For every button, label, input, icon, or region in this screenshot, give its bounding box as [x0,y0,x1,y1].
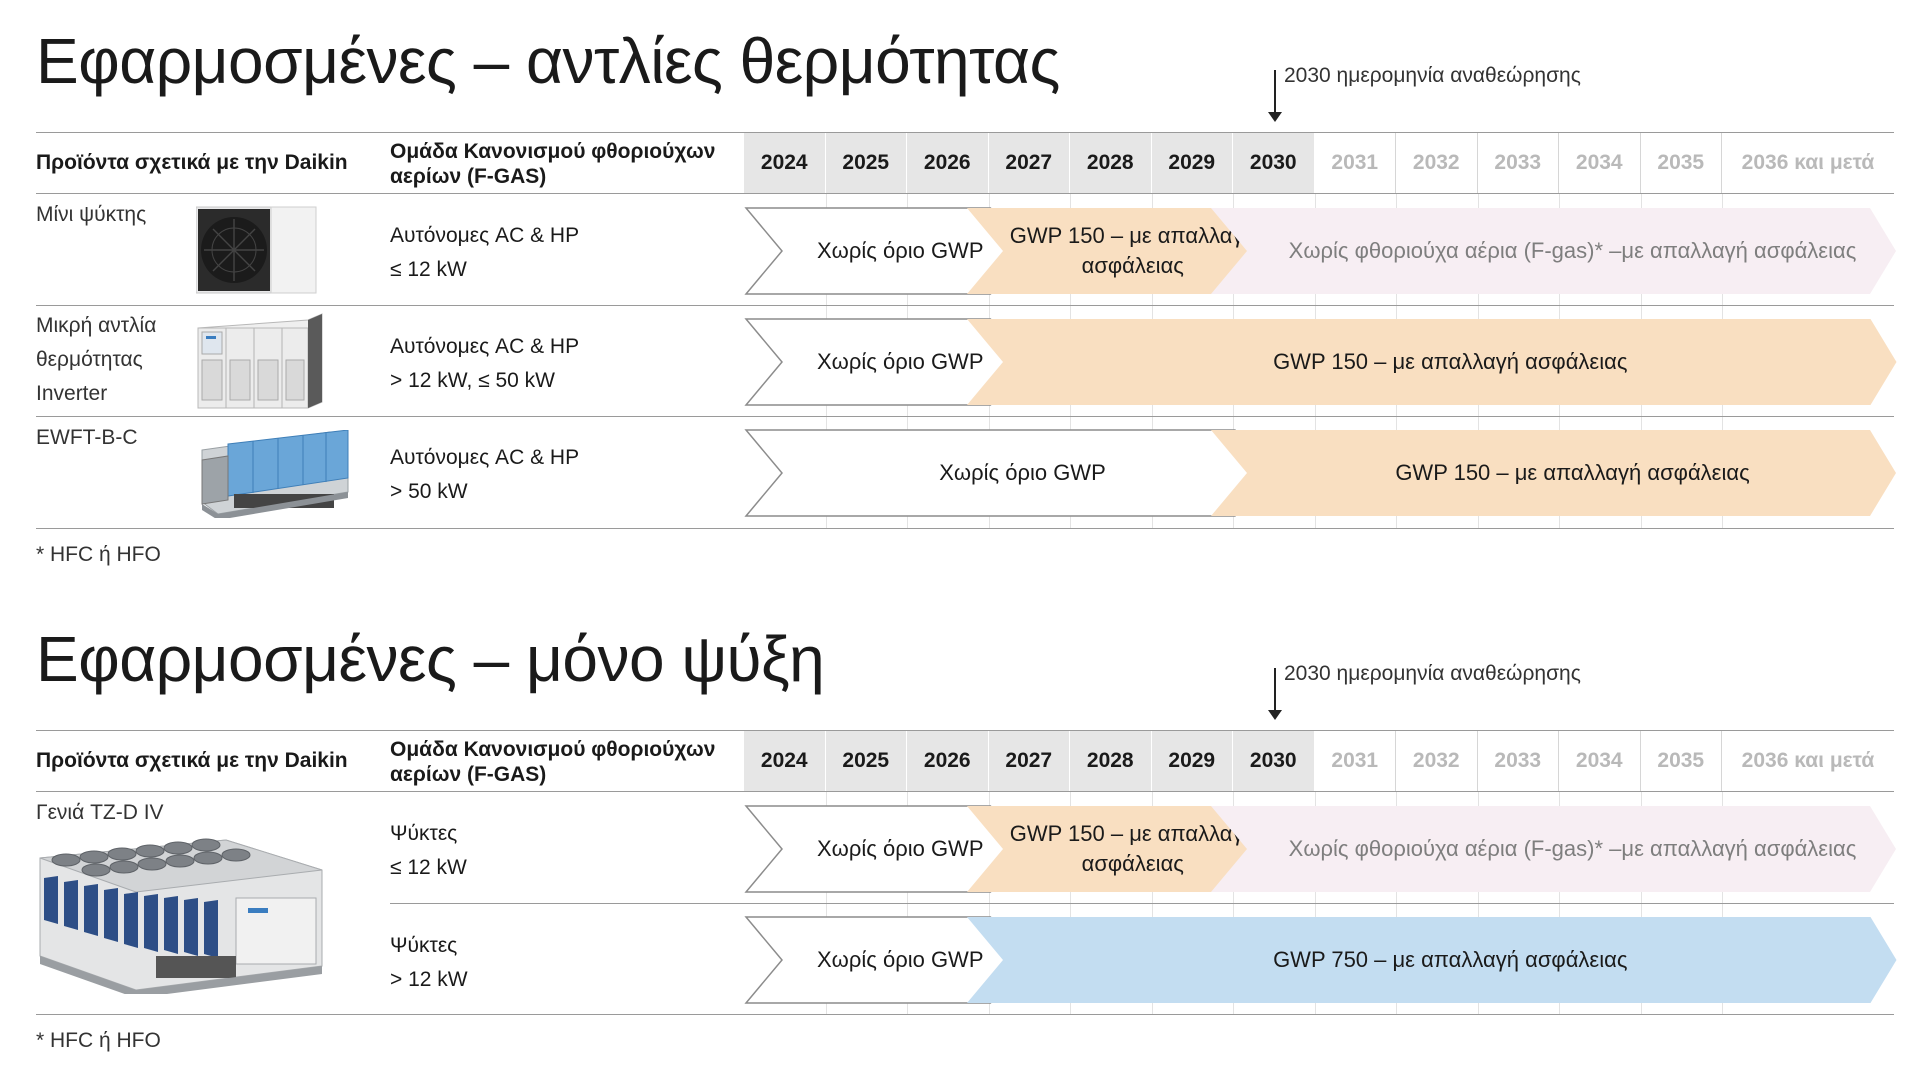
product-small-inverter-heat-pump: Μικρή αντλία θερμότητας Inverter [36,314,157,405]
timeline-bar-label: Χωρίς όριο GWP [939,460,1106,485]
table1-row-rule [36,305,1894,306]
year-header: 2026 [907,731,989,791]
timeline-bar-label: Χωρίς φθοριούχα αέρια (F-gas)* – με απαλλ… [1288,836,1857,861]
year-header: 2027 [988,731,1070,791]
year-header: 2028 [1070,133,1152,193]
year-header: 2036 και μετά [1722,731,1894,791]
year-header: 2035 [1640,731,1722,791]
review-date-label: 2030 ημερομηνία αναθεώρησης [1284,64,1581,87]
timeline-bar-label: Χωρίς όριο GWP [816,238,984,263]
year-header: 2024 [744,133,826,193]
timeline-bar-gwp150 [966,319,1896,405]
timeline-bar-label: Χωρίς φθοριούχα αέρια (F-gas)* – με απαλλ… [1288,238,1857,263]
table2-year-header: 2024 2025 2026 2027 2028 2029 2030 2031 2032 2033… [744,731,1894,791]
tzd-chiller-unit-icon [36,838,326,998]
timeline-bar-nofgas [1211,208,1896,294]
timeline-bar-label: GWP 750 – με απαλλαγή ασφάλειας [1273,947,1628,972]
review-arrow-icon [1268,668,1282,720]
mini-chiller-unit-icon [195,205,321,295]
timeline-bar-label: GWP 150 – με απαλλαγή ασφάλειας [1009,223,1256,278]
year-header: 2034 [1559,731,1641,791]
timeline-bar-label: GWP 150 – με απαλλαγή ασφάλειας [1009,821,1256,876]
timeline-bar-shape [966,806,1261,892]
year-header: 2030 [1233,731,1315,791]
product-ewft-b-c: EWFT-B-C [36,426,138,449]
timeline-bar-shape [966,917,1896,1003]
year-header: 2029 [1151,133,1233,193]
timeline-bar-gwp150 [966,208,1261,294]
timeline-bar-gwp150 [1211,430,1896,516]
year-header: 2031 [1314,133,1396,193]
section1-title: Εφαρμοσμένες – αντλίες θερμότητας [36,25,1060,97]
year-header: 2028 [1070,731,1152,791]
table1-top-rule [36,132,1894,133]
table1-header-group: Ομάδα Κανονισμού φθοριούχων αερίων (F-GA… [390,140,716,188]
timeline-bar-label: Χωρίς όριο GWP [816,947,984,972]
timeline-bar-shape [966,319,1896,405]
table1-year-header: 2024 2025 2026 2027 2028 2029 2030 2031 2032 2033… [744,133,1894,193]
timeline-bar-gwp150 [966,806,1261,892]
year-header: 2025 [825,731,907,791]
inverter-heat-pump-unit-icon [196,310,324,410]
timeline-bar-shape [966,208,1261,294]
group-label-line2: > 50 kW [390,480,468,503]
year-header: 2030 [1233,133,1315,193]
timeline-bar-gwp750 [966,917,1896,1003]
group-label-line1: Ψύκτες [390,934,458,957]
table1-header-rule [36,193,1894,194]
table2-header-rule [36,791,1894,792]
year-header: 2027 [988,133,1070,193]
table2-row-rule [390,903,1894,904]
timeline-bar-label: Χωρίς όριο GWP [816,349,984,374]
group-label-line1: Αυτόνομες AC & HP [390,224,580,247]
product-tzd-iv: Γενιά TZ-D IV [36,801,164,824]
group-label-line1: Ψύκτες [390,822,458,845]
timeline-bar-label: GWP 150 – με απαλλαγή ασφάλειας [1273,349,1628,374]
year-header: 2034 [1559,133,1641,193]
table1-header-product: Προϊόντα σχετικά με την Daikin [36,151,348,174]
section2-title: Εφαρμοσμένες – μόνο ψύξη [36,623,825,695]
section2-footnote: * HFC ή HFO [36,1029,161,1052]
table2-header-product: Προϊόντα σχετικά με την Daikin [36,749,348,772]
table1-row-rule [36,416,1894,417]
year-header: 2026 [907,133,989,193]
timeline-bar-label: GWP 150 – με απαλλαγή ασφάλειας [1395,460,1750,485]
year-header: 2036 και μετά [1722,133,1894,193]
year-header: 2033 [1477,731,1559,791]
product-mini-chiller: Μίνι ψύκτης [36,203,147,226]
ewft-chiller-unit-icon [198,429,350,520]
year-header: 2025 [825,133,907,193]
table2-top-rule [36,730,1894,731]
group-label-line1: Αυτόνομες AC & HP [390,335,580,358]
timeline-bar-label: Χωρίς όριο GWP [816,836,984,861]
year-header: 2032 [1396,133,1478,193]
table2-bottom-rule [36,1014,1894,1015]
group-label-line1: Αυτόνομες AC & HP [390,446,580,469]
year-header: 2031 [1314,731,1396,791]
table1-bottom-rule [36,528,1894,529]
review-arrow-icon [1268,70,1282,122]
timeline-bar-shape [1211,208,1896,294]
timeline-bar-shape [1211,430,1896,516]
year-header: 2032 [1396,731,1478,791]
group-label-line2: ≤ 12 kW [390,856,467,879]
review-date-label: 2030 ημερομηνία αναθεώρησης [1284,662,1581,685]
timeline-bar-shape [1211,806,1896,892]
year-header: 2024 [744,731,826,791]
year-header: 2035 [1640,133,1722,193]
group-label-line2: ≤ 12 kW [390,258,467,281]
group-label-line2: > 12 kW [390,968,468,991]
year-header: 2029 [1151,731,1233,791]
group-label-line2: > 12 kW, ≤ 50 kW [390,369,555,392]
table2-header-group: Ομάδα Κανονισμού φθοριούχων αερίων (F-GA… [390,738,716,786]
section1-footnote: * HFC ή HFO [36,543,161,566]
timeline-bar-nofgas [1211,806,1896,892]
year-header: 2033 [1477,133,1559,193]
